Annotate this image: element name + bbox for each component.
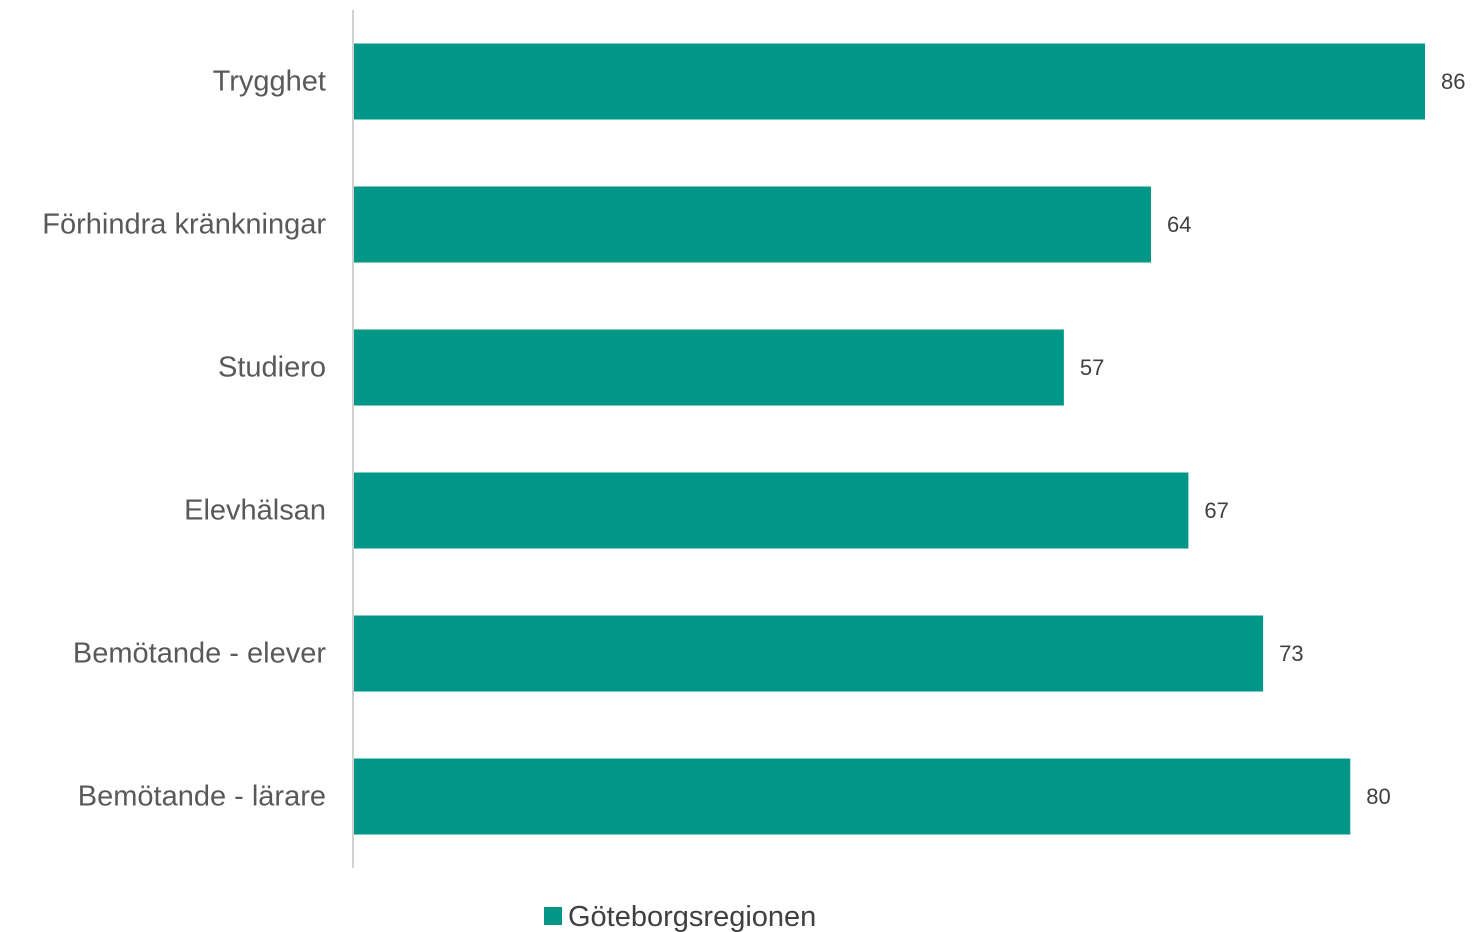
category-label: Bemötande - elever <box>73 638 326 670</box>
category-label: Studiero <box>218 352 326 384</box>
legend: Göteborgsregionen <box>544 901 816 932</box>
bar <box>354 472 1189 549</box>
data-labels-group: 86 64 57 67 73 80 <box>1080 69 1466 809</box>
category-labels-group: Trygghet Förhindra kränkningar Studiero Ele… <box>42 66 326 813</box>
bars-group <box>354 43 1425 835</box>
data-label: 73 <box>1279 641 1303 666</box>
data-label: 80 <box>1366 784 1390 809</box>
legend-swatch <box>544 907 562 925</box>
bar <box>354 43 1425 120</box>
bar <box>354 615 1264 692</box>
bar <box>354 329 1064 406</box>
bar <box>354 186 1152 263</box>
data-label: 86 <box>1441 69 1465 94</box>
category-label: Elevhälsan <box>184 495 326 527</box>
category-label: Förhindra kränkningar <box>42 209 326 241</box>
legend-label: Göteborgsregionen <box>568 901 816 932</box>
data-label: 57 <box>1080 355 1104 380</box>
data-label: 67 <box>1204 498 1228 523</box>
data-label: 64 <box>1167 212 1191 237</box>
bar <box>354 758 1351 835</box>
category-label: Bemötande - lärare <box>78 781 326 813</box>
category-label: Trygghet <box>213 66 326 98</box>
